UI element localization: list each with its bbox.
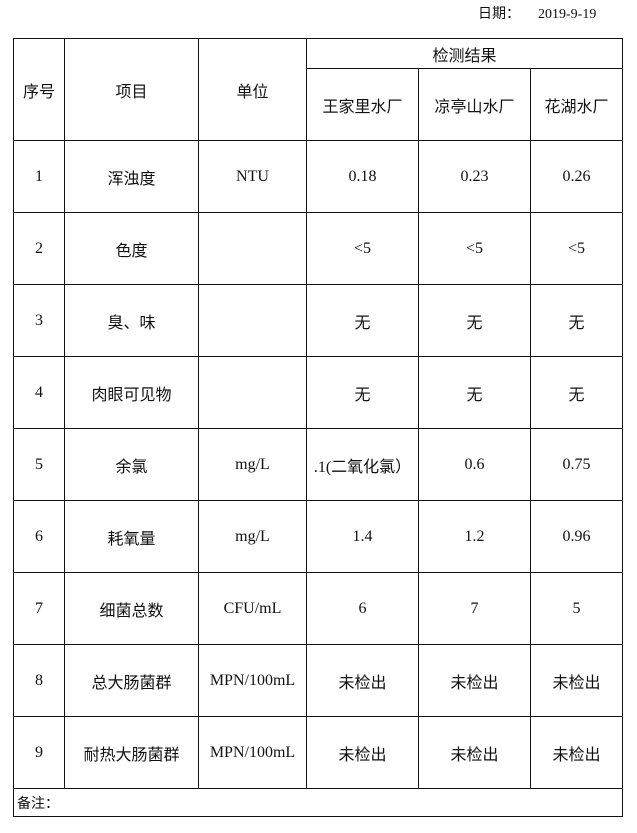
cell-no: 3 — [13, 284, 65, 357]
cell-result: 5 — [530, 572, 623, 645]
table-row: 7 细菌总数 CFU/mL 6 7 5 — [13, 572, 623, 645]
cell-result: 0.96 — [530, 500, 623, 573]
table-row: 2 色度 <5 <5 <5 — [13, 212, 623, 285]
cell-result: <5 — [418, 212, 531, 285]
cell-unit: mg/L — [198, 428, 307, 501]
cell-result: 未检出 — [530, 716, 623, 789]
cell-no: 4 — [13, 356, 65, 429]
date-value: 2019-9-19 — [538, 7, 597, 22]
cell-result: 未检出 — [306, 716, 419, 789]
cell-result: <5 — [530, 212, 623, 285]
cell-item: 耐热大肠菌群 — [64, 716, 199, 789]
cell-no: 8 — [13, 644, 65, 717]
cell-unit — [198, 284, 307, 357]
table-row: 3 臭、味无无无 — [13, 284, 623, 357]
cell-no: 6 — [13, 500, 65, 573]
note-cell: 备注： — [13, 788, 623, 817]
cell-no: 5 — [13, 428, 65, 501]
header-unit: 单位 — [198, 38, 307, 141]
cell-item: 臭、味 — [64, 284, 199, 357]
water-quality-table: 序号 项目 单位 检测结果 王家里水厂 凉亭山水厂 花湖水厂 1 浑浊度 NTU 0.… — [13, 38, 623, 817]
table-row: 6 耗氧量 mg/L 1.4 1.2 0.96 — [13, 500, 623, 573]
header-no: 序号 — [13, 38, 65, 141]
cell-result: 未检出 — [306, 644, 419, 717]
cell-no: 7 — [13, 572, 65, 645]
header-plant: 凉亭山水厂 — [418, 68, 531, 141]
cell-result: 1.2 — [418, 500, 531, 573]
cell-result: 未检出 — [530, 644, 623, 717]
cell-unit: MPN/100mL — [198, 716, 307, 789]
header-plant: 王家里水厂 — [306, 68, 419, 141]
header-plant: 花湖水厂 — [530, 68, 623, 141]
cell-result: <5 — [306, 212, 419, 285]
cell-result: 0.75 — [530, 428, 623, 501]
cell-result: 1.4 — [306, 500, 419, 573]
table-row: 1 浑浊度 NTU 0.18 0.23 0.26 — [13, 140, 623, 213]
table-row: 5 余氯 mg/L .1(二氧化氯） 0.6 0.75 — [13, 428, 623, 501]
table-row: 9 耐热大肠菌群 MPN/100mL 未检出 未检出 未检出 — [13, 716, 623, 789]
report-date: 日期： 2019-9-19 — [478, 3, 596, 23]
cell-result: 0.26 — [530, 140, 623, 213]
cell-result: .1(二氧化氯） — [306, 428, 419, 501]
cell-result: 无 — [530, 356, 623, 429]
cell-unit: CFU/mL — [198, 572, 307, 645]
cell-result: 未检出 — [418, 644, 531, 717]
cell-result: 无 — [418, 284, 531, 357]
cell-unit — [198, 212, 307, 285]
cell-item: 色度 — [64, 212, 199, 285]
cell-result: 7 — [418, 572, 531, 645]
cell-item: 细菌总数 — [64, 572, 199, 645]
cell-item: 耗氧量 — [64, 500, 199, 573]
cell-result: 0.6 — [418, 428, 531, 501]
cell-item: 余氯 — [64, 428, 199, 501]
cell-unit: mg/L — [198, 500, 307, 573]
cell-unit: NTU — [198, 140, 307, 213]
cell-no: 9 — [13, 716, 65, 789]
date-label: 日期： — [478, 7, 520, 22]
cell-result: 无 — [306, 284, 419, 357]
cell-item: 浑浊度 — [64, 140, 199, 213]
cell-item: 总大肠菌群 — [64, 644, 199, 717]
header-item: 项目 — [64, 38, 199, 141]
table-row: 8 总大肠菌群 MPN/100mL 未检出 未检出 未检出 — [13, 644, 623, 717]
cell-result: 未检出 — [418, 716, 531, 789]
cell-result: 6 — [306, 572, 419, 645]
cell-no: 1 — [13, 140, 65, 213]
cell-result: 无 — [418, 356, 531, 429]
cell-unit: MPN/100mL — [198, 644, 307, 717]
table-row: 4 肉眼可见物无无无 — [13, 356, 623, 429]
cell-result: 无 — [306, 356, 419, 429]
cell-unit — [198, 356, 307, 429]
header-results: 检测结果 — [306, 38, 623, 69]
cell-item: 肉眼可见物 — [64, 356, 199, 429]
cell-no: 2 — [13, 212, 65, 285]
cell-result: 0.18 — [306, 140, 419, 213]
cell-result: 0.23 — [418, 140, 531, 213]
cell-result: 无 — [530, 284, 623, 357]
